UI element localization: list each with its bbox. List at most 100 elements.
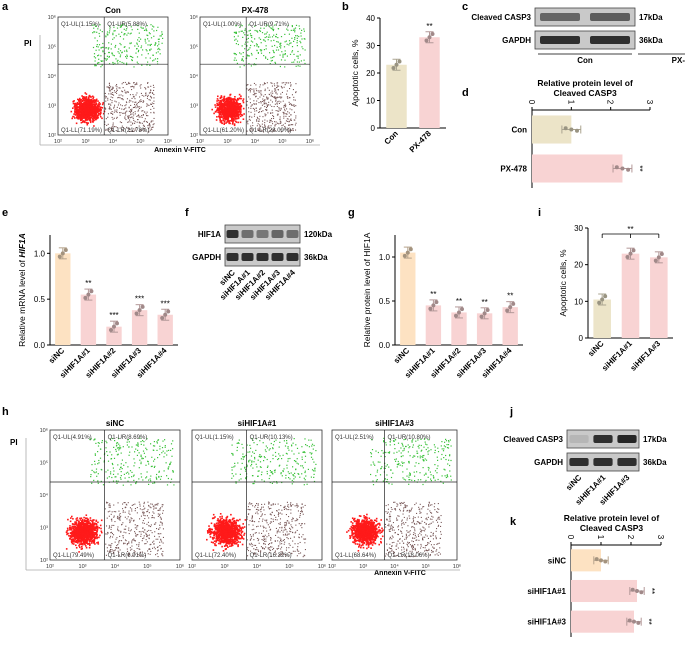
flow-dot-early (153, 111, 155, 113)
flow-dot-early (153, 517, 155, 519)
flow-dot-early (153, 100, 155, 102)
flow-dot-live (87, 104, 89, 106)
flow-dot-late (91, 469, 93, 471)
flow-dot-early (293, 119, 295, 121)
flow-dot-early (134, 98, 136, 100)
flow-dot-early (106, 86, 108, 88)
flow-dot-late (161, 33, 163, 35)
flow-dot-early (254, 94, 256, 96)
flow-dot-late (286, 43, 288, 45)
flow-dot-late (269, 52, 271, 54)
flow-dot-live (88, 103, 90, 106)
flow-dot-live (74, 117, 76, 119)
data-point (137, 308, 142, 313)
flow-dot-late (141, 457, 143, 459)
flow-dot-late (98, 32, 100, 35)
flow-plot-dots (211, 24, 306, 133)
flow-dot-late (153, 441, 155, 443)
flow-dot-live (223, 102, 226, 104)
flow-dot-early (266, 109, 268, 111)
flow-dot-live (76, 537, 78, 539)
flow-dot-early (278, 102, 280, 104)
flow-dot-early (271, 121, 273, 123)
flow-dot-late (304, 49, 306, 51)
flow-dot-live (96, 109, 99, 112)
flow-dot-live (80, 525, 83, 527)
flow-dot-early (113, 126, 115, 128)
flow-dot-live (91, 520, 93, 522)
flow-dot-live (86, 109, 88, 112)
flow-dot-live (94, 113, 96, 115)
flow-dot-late (284, 66, 286, 68)
flow-dot-late (157, 457, 159, 459)
flow-dot-late (101, 46, 103, 48)
flow-dot-late (168, 449, 170, 451)
flow-dot-early (126, 102, 128, 104)
flow-dot-early (139, 518, 141, 520)
flow-dot-late (273, 56, 275, 58)
flow-dot-early (262, 116, 264, 118)
data-point (109, 327, 113, 332)
flow-dot-live (82, 542, 84, 545)
flow-dot-late (117, 24, 119, 26)
flow-dot-late (117, 454, 119, 456)
flow-dot-live (71, 525, 74, 528)
flow-dot-early (129, 553, 131, 555)
flow-dot-live (84, 524, 86, 526)
flow-dot-early (122, 127, 124, 129)
flow-dot-live (223, 123, 225, 125)
flow-dot-early (107, 86, 109, 88)
flow-dot-late (106, 442, 108, 444)
flow-dot-early (285, 127, 287, 129)
flow-dot-early (162, 528, 164, 530)
flow-dot-late (117, 447, 120, 449)
flow-dot-early (131, 545, 133, 547)
flow-dot-late (291, 25, 293, 27)
flow-dot-late (101, 31, 103, 33)
flow-dot-live (77, 539, 80, 542)
flow-dot-late (263, 49, 265, 51)
flow-dot-live (75, 532, 78, 534)
flow-dot-live (86, 113, 89, 116)
flow-dot-live (233, 117, 235, 119)
flow-dot-early (119, 518, 121, 520)
flow-dot-live (85, 546, 88, 549)
flow-dot-live (78, 534, 81, 536)
blot-band (271, 253, 284, 261)
flow-dot-late (239, 66, 241, 68)
flow-dot-early (113, 511, 115, 513)
flow-quadrant-ur: Q1-UR(9.71%) (249, 22, 289, 28)
flow-dot-live (99, 534, 101, 537)
flow-dot-early (133, 87, 135, 89)
flow-dot-late (172, 471, 174, 473)
flow-dot-early (143, 531, 145, 533)
flow-plot-title: siHIF1A#1 (238, 419, 277, 428)
flow-dot-late (123, 28, 125, 30)
flow-dot-early (127, 502, 129, 504)
flow-dot-late (150, 465, 152, 468)
flow-dot-late (125, 472, 127, 474)
flow-dot-early (253, 90, 255, 92)
flow-dot-early (128, 121, 130, 123)
flow-dot-live (216, 100, 218, 102)
flow-dot-live (92, 524, 94, 527)
flow-dot-early (259, 129, 261, 131)
flow-dot-late (244, 28, 246, 30)
x-tick-label: 0 (527, 100, 536, 105)
flow-dot-early (116, 111, 118, 113)
flow-dot-live (84, 92, 87, 94)
flow-dot-late (105, 471, 107, 473)
flow-dot-late (118, 443, 120, 445)
flow-dot-live (95, 107, 98, 110)
flow-dot-live (92, 534, 94, 536)
flow-dot-live (91, 522, 94, 525)
flow-dot-late (234, 32, 236, 34)
flow-dot-late (270, 40, 272, 42)
flow-dot-live (74, 538, 76, 540)
flow-dot-early (124, 116, 126, 118)
flow-dot-late (254, 38, 256, 40)
flow-dot-early (268, 127, 270, 129)
flow-dot-late (155, 478, 158, 480)
flow-dot-early (151, 97, 153, 99)
blot-band (226, 230, 239, 238)
